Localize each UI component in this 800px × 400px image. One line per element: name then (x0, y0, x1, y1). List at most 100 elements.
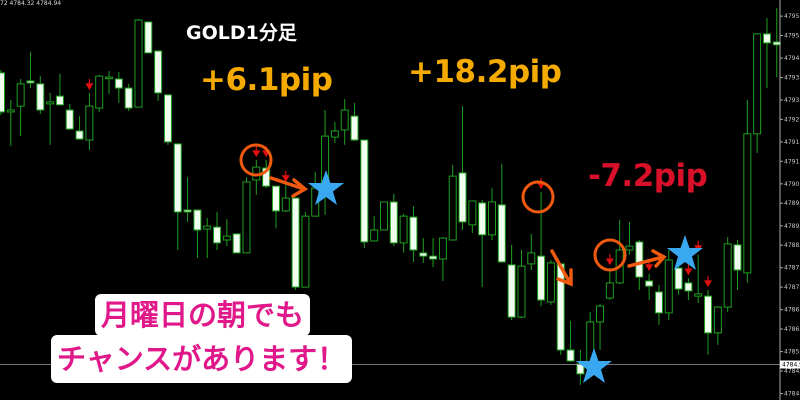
candle (252, 160, 261, 195)
trade-result-2: +18.2pip (408, 54, 562, 90)
candle (409, 206, 418, 262)
candle (546, 260, 555, 305)
candle (379, 201, 388, 231)
candle-body (645, 280, 654, 287)
star-icon (667, 235, 703, 270)
candle-body (301, 215, 310, 288)
candle-body (203, 225, 212, 230)
candle-body (478, 202, 487, 236)
candle (753, 33, 762, 153)
candle (55, 73, 64, 106)
candle (6, 100, 15, 147)
annotation-layer (239, 143, 703, 383)
entry-circle-3 (593, 238, 627, 272)
candle-body (429, 255, 438, 260)
axis-tick-label: 4795.7 (784, 13, 800, 20)
axis-tick-label: 4784.0 (784, 391, 800, 398)
message-line-1: 月曜日の朝でも (95, 294, 311, 336)
candle (517, 250, 526, 319)
candle-body (75, 130, 84, 140)
candle (468, 200, 477, 233)
axis-tick-label: 4795.1 (784, 32, 800, 39)
sell-arrow-icon (684, 264, 693, 276)
candle (213, 211, 222, 250)
candle (203, 218, 212, 259)
candle-body (340, 109, 349, 131)
candle-body (95, 75, 104, 109)
candle (596, 303, 605, 350)
sell-arrow-icon (85, 78, 94, 91)
candle-body (360, 139, 369, 243)
candle (46, 92, 55, 145)
candle (301, 211, 310, 288)
candle-body (46, 101, 55, 105)
candle-body (713, 306, 722, 334)
candle-body (36, 83, 45, 111)
candle-body (527, 252, 536, 265)
candle-body (26, 80, 35, 84)
candle (311, 171, 320, 217)
candle (429, 238, 438, 268)
candle (723, 237, 732, 312)
axis-tick-label: 4793.8 (784, 74, 800, 81)
candle-body (271, 185, 280, 212)
arrow-icon (269, 176, 309, 198)
candle-body (497, 204, 506, 263)
trade-result-1: +6.1pip (200, 62, 333, 98)
candle-body (16, 83, 25, 107)
candle-body (55, 95, 64, 106)
candle (105, 70, 114, 94)
candle-body (222, 235, 231, 241)
axis-tick-label: 4786.6 (784, 307, 800, 314)
candle (537, 191, 546, 307)
candle (183, 177, 192, 222)
candle-body (144, 21, 153, 54)
ohlc-readout: 72 4784.32 4784.94 (0, 0, 62, 7)
candle-body (635, 241, 644, 278)
axis-tick-label: 4787.9 (784, 265, 800, 272)
candle-body (213, 226, 222, 244)
candle-body (704, 295, 713, 334)
chart-title: GOLD1分足 (186, 22, 297, 44)
candle-body (114, 78, 123, 89)
candle (704, 290, 713, 355)
entry-circle-1 (239, 143, 273, 177)
candle-body (753, 33, 762, 135)
candle (448, 164, 457, 241)
candle (124, 83, 133, 111)
signals-layer (85, 78, 713, 288)
candle (350, 102, 359, 141)
candle-body (330, 130, 339, 138)
sell-arrow-icon (281, 170, 290, 183)
candle-body (694, 293, 703, 297)
candle (762, 18, 771, 89)
candle-body (468, 200, 477, 226)
star-icon (576, 348, 612, 383)
candle (772, 8, 781, 78)
candle-body (419, 252, 428, 257)
candle (222, 219, 231, 247)
message-line-2: チャンスがあります！ (51, 335, 353, 383)
candle-body (350, 115, 359, 141)
axis-tick-label: 4784.7 (784, 368, 800, 375)
candle-body (105, 76, 114, 80)
candle-body (154, 50, 163, 94)
candle-body (163, 94, 172, 143)
candle-body (517, 265, 526, 318)
axis-tick-label: 4789.9 (784, 200, 800, 207)
axis-tick-label: 4789.2 (784, 223, 800, 230)
candle (664, 250, 673, 320)
candle (478, 200, 487, 288)
candle (713, 306, 722, 345)
candle (684, 278, 693, 300)
candle (625, 221, 634, 255)
axis-tick-label: 4793.1 (784, 97, 800, 104)
candle (281, 184, 290, 212)
candle-body (546, 262, 555, 303)
axis-tick-label: 4791.2 (784, 158, 800, 165)
candle (576, 350, 585, 385)
candle-body (448, 175, 457, 241)
candle (271, 185, 280, 229)
